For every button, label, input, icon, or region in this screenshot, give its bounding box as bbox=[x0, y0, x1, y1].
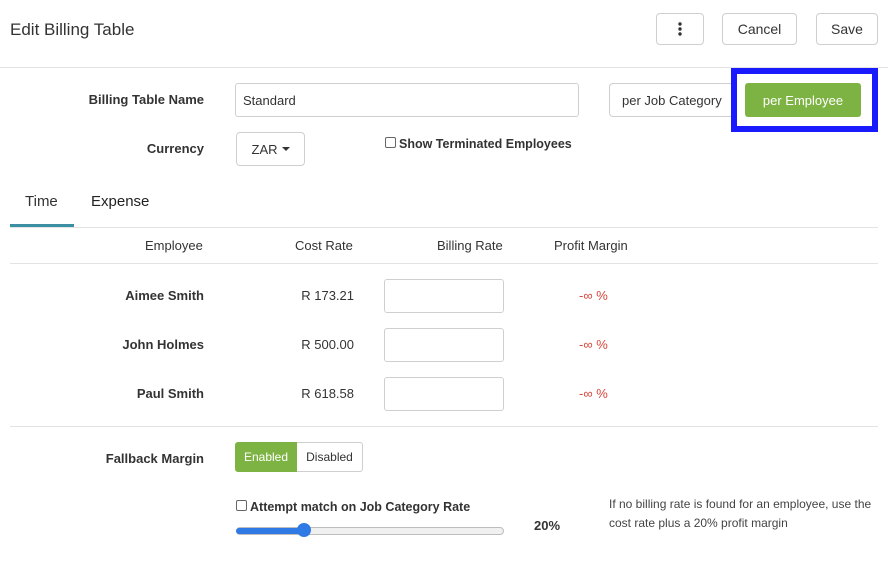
tab-time[interactable]: Time bbox=[25, 193, 58, 210]
table-bottom-divider bbox=[10, 426, 878, 427]
per-employee-button[interactable]: per Employee bbox=[745, 83, 861, 117]
tab-expense[interactable]: Expense bbox=[91, 193, 150, 210]
column-header-billing-rate: Billing Rate bbox=[437, 238, 503, 253]
attempt-match-label: Attempt match on Job Category Rate bbox=[250, 500, 471, 514]
cost-rate: R 173.21 bbox=[301, 288, 354, 303]
tabs-divider bbox=[10, 227, 878, 228]
page-title: Edit Billing Table bbox=[10, 20, 135, 39]
table-header-divider bbox=[10, 263, 878, 264]
billing-rate-input[interactable] bbox=[384, 279, 504, 313]
fallback-margin-label: Fallback Margin bbox=[105, 451, 204, 466]
billing-rate-input[interactable] bbox=[384, 328, 504, 362]
currency-dropdown[interactable]: ZAR bbox=[236, 132, 305, 166]
fallback-margin-slider[interactable] bbox=[236, 522, 504, 538]
slider-fill bbox=[236, 528, 303, 534]
fallback-help-line-2: cost rate plus a 20% profit margin bbox=[609, 516, 788, 530]
slider-value: 20% bbox=[534, 518, 561, 533]
billing-table-name-label: Billing Table Name bbox=[88, 92, 204, 107]
profit-margin: -∞ % bbox=[579, 288, 608, 303]
show-terminated-checkbox[interactable] bbox=[385, 137, 396, 148]
save-button[interactable]: Save bbox=[816, 13, 878, 45]
cancel-button[interactable]: Cancel bbox=[722, 13, 797, 45]
employee-name: Aimee Smith bbox=[125, 288, 204, 303]
more-button[interactable] bbox=[656, 13, 704, 45]
header-divider bbox=[0, 67, 888, 68]
slider-thumb[interactable] bbox=[297, 523, 312, 537]
currency-label: Currency bbox=[146, 141, 204, 156]
show-terminated-label: Show Terminated Employees bbox=[399, 137, 572, 151]
attempt-match-checkbox[interactable] bbox=[236, 500, 247, 511]
profit-margin: -∞ % bbox=[579, 337, 608, 352]
more-vertical-icon bbox=[678, 22, 682, 36]
column-header-profit-margin: Profit Margin bbox=[554, 238, 628, 253]
employee-name: Paul Smith bbox=[136, 386, 204, 401]
column-header-employee: Employee bbox=[145, 238, 203, 253]
cost-rate: R 618.58 bbox=[301, 386, 354, 401]
employee-name: John Holmes bbox=[122, 337, 204, 352]
profit-margin: -∞ % bbox=[579, 386, 608, 401]
per-job-category-button[interactable]: per Job Category bbox=[609, 83, 749, 117]
fallback-enabled-button[interactable]: Enabled bbox=[235, 442, 297, 472]
billing-table-name-input[interactable] bbox=[235, 83, 579, 117]
fallback-disabled-button[interactable]: Disabled bbox=[297, 442, 363, 472]
currency-value: ZAR bbox=[251, 141, 278, 157]
fallback-help-line-1: If no billing rate is found for an emplo… bbox=[609, 497, 872, 511]
tab-time-underline bbox=[10, 224, 74, 227]
billing-rate-input[interactable] bbox=[384, 377, 504, 411]
cost-rate: R 500.00 bbox=[301, 337, 354, 352]
column-header-cost-rate: Cost Rate bbox=[295, 238, 353, 253]
caret-down-icon bbox=[281, 147, 290, 151]
